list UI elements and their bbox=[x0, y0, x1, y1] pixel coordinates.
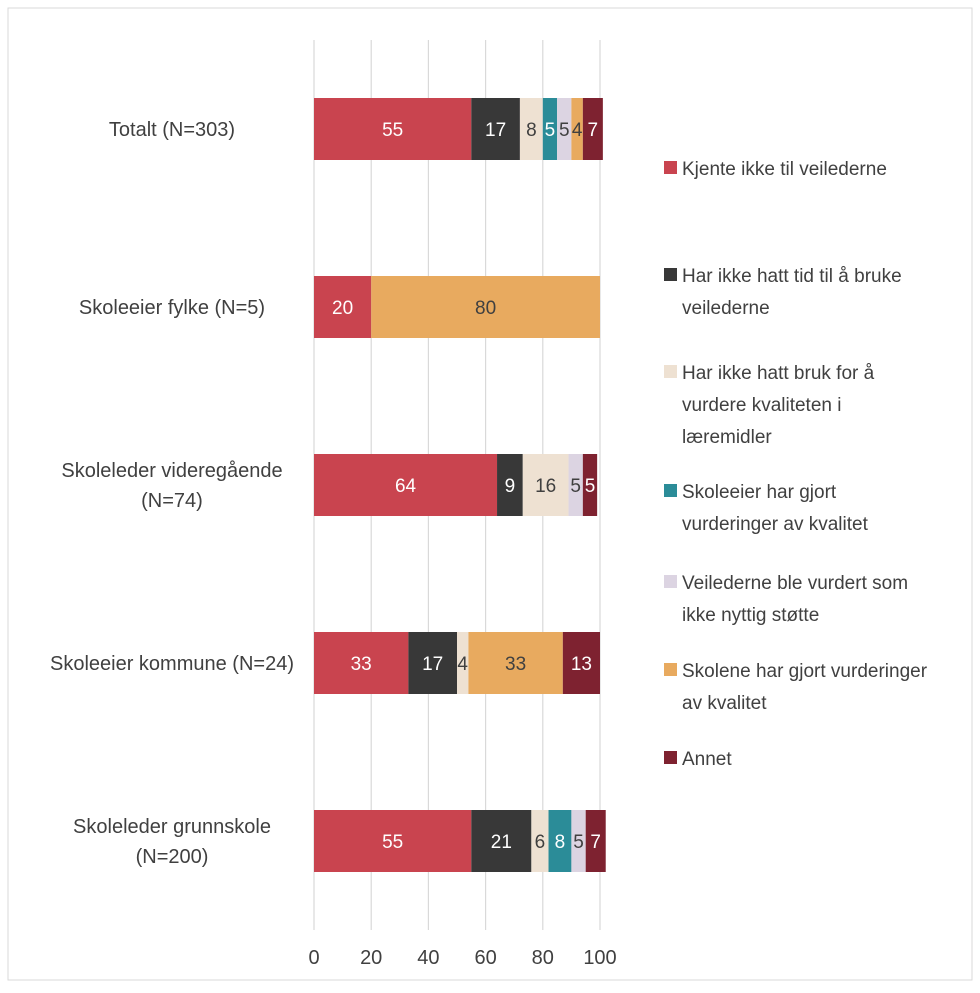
legend-swatch bbox=[664, 365, 677, 378]
legend-label: læremidler bbox=[682, 427, 772, 448]
bar-segment bbox=[471, 98, 520, 160]
bar-value-label: 7 bbox=[590, 832, 601, 853]
bar-value-label: 13 bbox=[571, 654, 592, 675]
x-tick-label: 20 bbox=[360, 947, 382, 969]
legend-swatch bbox=[664, 751, 677, 764]
category-label: (N=74) bbox=[141, 490, 203, 512]
bar-segment bbox=[457, 632, 469, 694]
bar-value-label: 8 bbox=[526, 120, 537, 141]
bar-value-label: 4 bbox=[457, 654, 468, 675]
category-label: Totalt (N=303) bbox=[109, 119, 235, 141]
bar-segment bbox=[471, 810, 532, 872]
bar-segment bbox=[542, 98, 558, 160]
bar-segment bbox=[371, 276, 600, 338]
bar-segment bbox=[531, 810, 549, 872]
bar-segment bbox=[571, 98, 583, 160]
legend-swatch bbox=[664, 161, 677, 174]
bar-segment bbox=[314, 454, 498, 516]
bar-value-label: 5 bbox=[573, 832, 584, 853]
x-tick-label: 80 bbox=[532, 947, 554, 969]
x-tick-label: 60 bbox=[474, 947, 496, 969]
legend: Kjente ikke til veilederne Har ikke hatt … bbox=[664, 159, 928, 770]
bar-value-label: 4 bbox=[572, 120, 583, 141]
x-tick-label: 100 bbox=[583, 947, 616, 969]
axis-labels: 0 20 40 60 80 100 Totalt (N=303) Skoleeier fylk… bbox=[50, 119, 617, 969]
x-tick-label: 40 bbox=[417, 947, 439, 969]
legend-swatch bbox=[664, 268, 677, 281]
bar-value-label: 33 bbox=[351, 654, 372, 675]
bar-value-label: 7 bbox=[588, 120, 599, 141]
bar-value-label: 33 bbox=[505, 654, 526, 675]
bar-segment bbox=[585, 810, 606, 872]
bar-segment bbox=[571, 810, 586, 872]
bar-segment bbox=[522, 454, 569, 516]
legend-label: Har ikke hatt tid til å bruke bbox=[682, 266, 902, 287]
bar-segment bbox=[314, 810, 472, 872]
category-label: Skoleleder grunnskole bbox=[73, 816, 271, 838]
x-tick-label: 0 bbox=[308, 947, 319, 969]
bar-value-label: 5 bbox=[585, 476, 596, 497]
category-label: Skoleeier kommune (N=24) bbox=[50, 653, 294, 675]
bar-segment bbox=[497, 454, 523, 516]
legend-swatch bbox=[664, 484, 677, 497]
bar-value-label: 20 bbox=[332, 298, 353, 319]
bar-value-label: 8 bbox=[555, 832, 566, 853]
bar-value-label: 55 bbox=[382, 832, 403, 853]
bar-value-label: 9 bbox=[505, 476, 516, 497]
bar-segment bbox=[314, 632, 409, 694]
category-label: Skoleleder videregående bbox=[61, 460, 282, 482]
bar-value-label: 17 bbox=[485, 120, 506, 141]
bar-segment bbox=[468, 632, 563, 694]
legend-label: Veilederne ble vurdert som bbox=[682, 573, 908, 594]
bar-segment bbox=[314, 98, 472, 160]
legend-label: Kjente ikke til veilederne bbox=[682, 159, 887, 180]
legend-swatch bbox=[664, 575, 677, 588]
legend-label: av kvalitet bbox=[682, 693, 767, 714]
bar-segment bbox=[568, 454, 583, 516]
bar-segment bbox=[582, 98, 603, 160]
bar-value-label: 16 bbox=[535, 476, 556, 497]
legend-label: veilederne bbox=[682, 298, 770, 319]
legend-swatch bbox=[664, 663, 677, 676]
bar-value-label: 17 bbox=[422, 654, 443, 675]
bar-value-label: 5 bbox=[545, 120, 556, 141]
legend-label: Skoleeier har gjort bbox=[682, 482, 837, 503]
bar-value-label: 55 bbox=[382, 120, 403, 141]
bar-segment bbox=[562, 632, 600, 694]
bar-value-label: 80 bbox=[475, 298, 496, 319]
legend-label: Skolene har gjort vurderinger bbox=[682, 661, 928, 682]
bar-segment bbox=[548, 810, 572, 872]
legend-label: vurderinger av kvalitet bbox=[682, 514, 869, 535]
bar-segment bbox=[557, 98, 572, 160]
category-label: Skoleeier fylke (N=5) bbox=[79, 297, 265, 319]
legend-label: Har ikke hatt bruk for å bbox=[682, 363, 875, 384]
bar-value-label: 6 bbox=[535, 832, 546, 853]
bar-segment bbox=[314, 276, 372, 338]
bar-value-label: 21 bbox=[491, 832, 512, 853]
bar-value-label: 5 bbox=[570, 476, 581, 497]
legend-label: ikke nyttig støtte bbox=[682, 605, 819, 626]
bar-segment bbox=[582, 454, 598, 516]
bar-value-label: 5 bbox=[559, 120, 570, 141]
legend-label: vurdere kvaliteten i bbox=[682, 395, 841, 416]
bar-value-label: 64 bbox=[395, 476, 417, 497]
legend-label: Annet bbox=[682, 749, 732, 770]
bar-segment bbox=[408, 632, 457, 694]
category-label: (N=200) bbox=[136, 846, 209, 868]
bar-segment bbox=[519, 98, 543, 160]
